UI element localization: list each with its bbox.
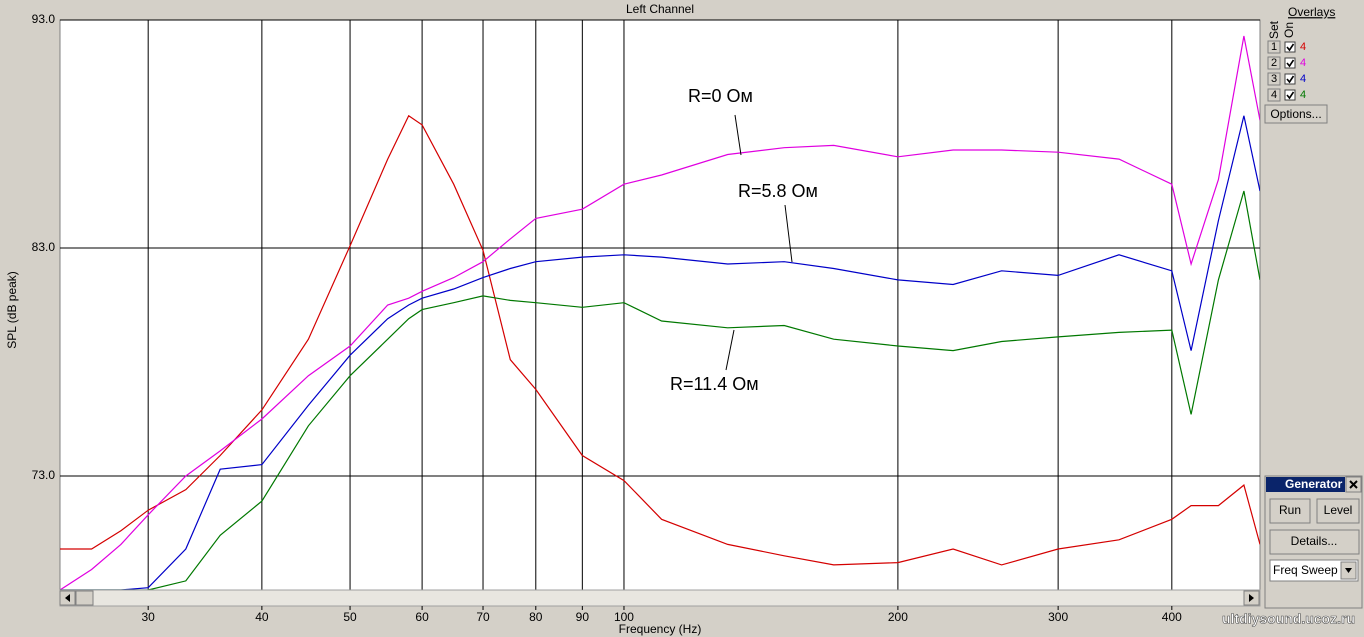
- set-button[interactable]: [1267, 72, 1281, 86]
- series-line: [60, 35, 1260, 590]
- run-button[interactable]: [1269, 498, 1311, 524]
- x-tick-label: 300: [1048, 610, 1068, 624]
- annotation: R=11.4 Ом: [670, 374, 759, 394]
- overlay-count: 4: [1300, 57, 1306, 69]
- check-mark: [1286, 91, 1295, 100]
- legend-label: 3: [1271, 73, 1277, 85]
- set-button[interactable]: [1267, 88, 1281, 102]
- set-button[interactable]: [1267, 56, 1281, 70]
- overlay-count: 4: [1300, 73, 1306, 85]
- checkbox[interactable]: [1284, 41, 1296, 53]
- series-line: [60, 190, 1260, 590]
- x-tick-label: 40: [255, 610, 269, 624]
- series-line: [60, 115, 1260, 590]
- x-tick-label: 50: [343, 610, 357, 624]
- checkbox[interactable]: [1284, 73, 1296, 85]
- x-axis-label: Frequency (Hz): [619, 622, 702, 636]
- y-tick-label: 73.0: [32, 468, 56, 482]
- leader-line: [725, 329, 735, 371]
- button-label: Options...: [1270, 107, 1321, 121]
- plot-area: [59, 19, 1261, 591]
- x-tick-label: 70: [476, 610, 490, 624]
- y-tick-label: 83.0: [32, 240, 56, 254]
- scroll-thumb[interactable]: [75, 590, 94, 606]
- legend-label: 2: [1271, 57, 1277, 69]
- x-tick-label: 30: [142, 610, 156, 624]
- options-button[interactable]: [1264, 104, 1328, 124]
- leader-line: [784, 204, 793, 263]
- on-label: On: [1282, 22, 1296, 38]
- annotation: R=5.8 Ом: [738, 181, 818, 201]
- y-tick-label: 93.0: [32, 12, 56, 26]
- set-label: Set: [1267, 20, 1281, 39]
- checkbox[interactable]: [1284, 57, 1296, 69]
- arrow: [1249, 594, 1254, 602]
- x-tick-label: 60: [415, 610, 429, 624]
- leader-line: [734, 114, 742, 156]
- button-label: Run: [1279, 503, 1301, 517]
- legend-label: 4: [1271, 89, 1277, 101]
- scrollbar[interactable]: [59, 589, 1261, 607]
- generator-title: Generator: [1285, 477, 1343, 491]
- check-mark: [1286, 75, 1295, 84]
- set-button[interactable]: [1267, 40, 1281, 54]
- y-axis-label: SPL (dB peak): [5, 271, 19, 349]
- x-tick-label: 400: [1162, 610, 1182, 624]
- series-line: [60, 114, 1260, 566]
- arrow: [1345, 568, 1352, 573]
- button-label: Level: [1324, 503, 1353, 517]
- button-label: Details...: [1291, 534, 1338, 548]
- legend-label: 1: [1271, 41, 1277, 53]
- close-icon: [1349, 480, 1358, 489]
- overlay-count: 4: [1300, 41, 1306, 53]
- check-mark: [1286, 59, 1295, 68]
- annotation: R=0 Ом: [688, 86, 753, 106]
- sweep-dropdown[interactable]: [1269, 559, 1359, 582]
- x-tick-label: 200: [888, 610, 908, 624]
- level-button[interactable]: [1316, 498, 1360, 524]
- title-bar: [1266, 477, 1345, 492]
- watermark: ultdiysound.ucoz.ru: [1222, 611, 1355, 627]
- chart-title: Left Channel: [626, 2, 694, 16]
- details-button[interactable]: [1269, 529, 1360, 555]
- check-mark: [1286, 43, 1295, 52]
- arrow: [65, 594, 70, 602]
- x-tick-label: 80: [529, 610, 543, 624]
- x-tick-label: 90: [576, 610, 590, 624]
- checkbox[interactable]: [1284, 89, 1296, 101]
- dropdown-value: Freq Sweep: [1273, 563, 1338, 577]
- overlay-count: 4: [1300, 89, 1306, 101]
- x-tick-label: 100: [614, 610, 634, 624]
- overlays-title: Overlays: [1288, 5, 1335, 19]
